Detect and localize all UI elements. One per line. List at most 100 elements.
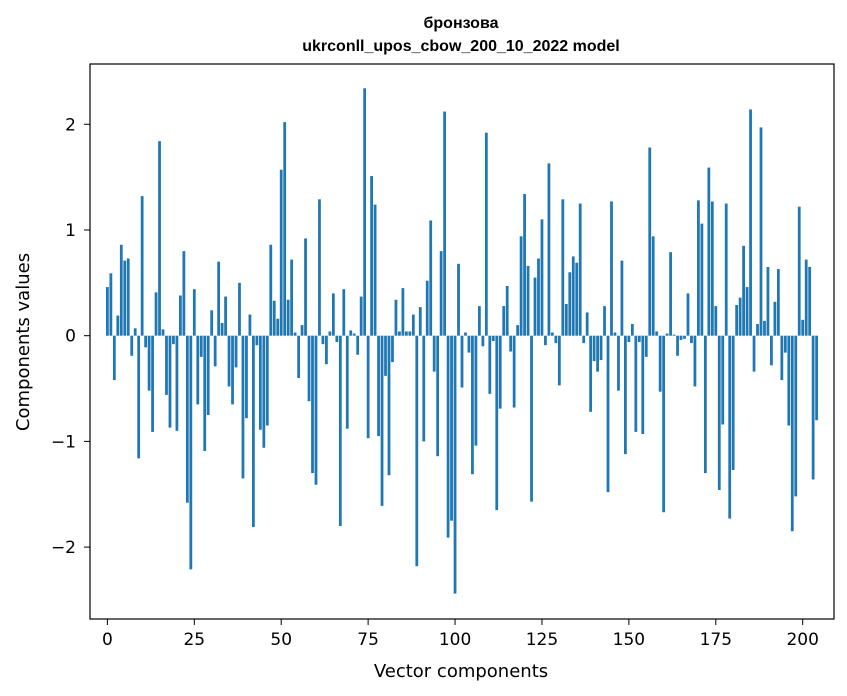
bar-8	[133, 328, 137, 336]
bar-176	[717, 335, 721, 491]
bar-202	[808, 266, 812, 336]
bar-23	[185, 335, 189, 503]
bar-57	[304, 238, 307, 336]
bar-42	[252, 335, 255, 528]
bar-52	[286, 299, 290, 336]
bar-122	[530, 335, 533, 502]
bar-11	[144, 335, 148, 348]
bar-101	[457, 263, 460, 336]
bar-71	[352, 333, 356, 336]
bar-154	[641, 335, 645, 434]
bar-172	[703, 335, 707, 474]
bar-53	[290, 259, 294, 336]
bar-158	[655, 331, 659, 336]
x-tick-label: 100	[439, 630, 471, 650]
chart-title: бронзова	[424, 15, 499, 32]
bar-146	[613, 332, 617, 336]
bar-149	[624, 335, 627, 455]
bar-92	[425, 280, 429, 336]
bar-56	[300, 325, 304, 336]
bar-116	[509, 335, 513, 352]
bar-136	[578, 203, 582, 336]
bar-33	[220, 323, 224, 336]
x-tick-label: 25	[183, 630, 205, 650]
bar-36	[231, 335, 234, 405]
x-tick-label: 175	[700, 630, 732, 650]
bar-135	[575, 262, 579, 336]
bar-48	[272, 300, 276, 336]
bar-161	[665, 333, 669, 336]
bar-0	[105, 287, 109, 336]
bar-98	[446, 335, 450, 538]
y-axis-ticks: −2 −1 0 1 2	[51, 115, 90, 558]
bar-183	[742, 245, 745, 336]
bar-9	[137, 335, 141, 459]
bar-137	[582, 335, 586, 344]
x-axis-label: Vector components	[374, 661, 548, 682]
bar-20	[175, 335, 179, 431]
bar-181	[735, 305, 739, 336]
bar-168	[690, 335, 693, 344]
bar-80	[384, 335, 387, 376]
x-tick-label: 125	[526, 630, 558, 650]
bar-110	[488, 335, 492, 394]
y-tick-label: −2	[51, 538, 76, 558]
bar-82	[391, 335, 394, 363]
bar-6	[126, 258, 130, 336]
bar-175	[714, 306, 718, 336]
bar-155	[644, 335, 648, 357]
bar-34	[224, 296, 227, 336]
bar-60	[314, 335, 318, 485]
bar-37	[234, 335, 238, 368]
y-tick-label: 0	[65, 327, 76, 347]
x-tick-label: 0	[102, 630, 113, 650]
bar-167	[686, 293, 690, 336]
bar-159	[658, 335, 662, 392]
bar-188	[759, 127, 763, 336]
bar-62	[321, 335, 325, 345]
bar-69	[345, 335, 349, 429]
bar-25	[192, 289, 196, 336]
bar-203	[811, 335, 815, 480]
bar-160	[662, 335, 666, 513]
bar-68	[342, 289, 346, 336]
bar-166	[683, 335, 686, 339]
bar-24	[189, 335, 193, 570]
bar-194	[780, 335, 784, 381]
bar-164	[676, 335, 679, 356]
bar-99	[450, 335, 453, 521]
x-tick-label: 150	[613, 630, 645, 650]
bar-58	[307, 335, 311, 402]
bar-126	[544, 335, 547, 346]
bar-94	[432, 335, 436, 372]
bar-31	[213, 335, 217, 367]
bar-170	[697, 200, 700, 336]
bar-142	[599, 335, 603, 360]
bar-114	[502, 306, 506, 336]
bar-75	[366, 335, 370, 439]
bar-45	[262, 335, 266, 448]
bar-177	[721, 335, 725, 425]
bar-109	[484, 132, 488, 336]
bar-107	[477, 306, 481, 336]
bar-121	[526, 265, 530, 336]
bar-123	[533, 277, 537, 336]
bar-10	[140, 196, 144, 336]
bar-201	[804, 259, 808, 336]
bar-169	[693, 335, 697, 387]
bar-131	[561, 199, 565, 336]
bar-127	[547, 163, 551, 336]
bar-178	[724, 203, 728, 336]
bar-85	[401, 288, 405, 336]
bar-141	[596, 335, 599, 372]
bar-200	[801, 319, 805, 336]
bar-198	[794, 335, 798, 497]
bar-199	[797, 206, 801, 336]
bar-16	[161, 329, 165, 336]
bar-3	[116, 315, 120, 336]
bar-17	[165, 335, 168, 395]
bar-190	[766, 266, 770, 336]
bar-15	[158, 141, 161, 336]
bar-90	[418, 307, 422, 336]
